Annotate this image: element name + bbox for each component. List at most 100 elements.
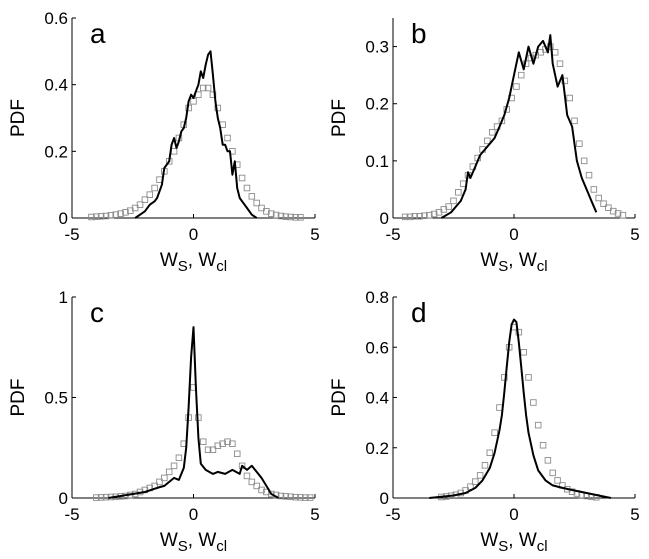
data-point bbox=[88, 213, 95, 221]
data-point bbox=[576, 140, 583, 147]
data-point bbox=[117, 210, 124, 217]
data-point bbox=[199, 438, 207, 445]
model-series-line bbox=[440, 34, 598, 219]
data-point bbox=[568, 488, 576, 495]
data-point bbox=[491, 429, 498, 436]
data-point bbox=[430, 210, 438, 218]
observed-series bbox=[93, 384, 314, 501]
data-point bbox=[544, 457, 552, 464]
data-point bbox=[600, 200, 607, 207]
y-tick-label: 0.4 bbox=[44, 76, 68, 95]
y-tick-label: 0.6 bbox=[44, 9, 68, 28]
data-point bbox=[175, 454, 183, 462]
data-point bbox=[224, 438, 231, 445]
data-point bbox=[455, 189, 462, 196]
data-point bbox=[282, 493, 290, 500]
data-point bbox=[156, 478, 163, 486]
data-point bbox=[614, 210, 622, 217]
data-point bbox=[554, 477, 561, 484]
data-point bbox=[513, 83, 520, 90]
data-point bbox=[297, 214, 304, 221]
model-series-line bbox=[108, 326, 279, 499]
data-point bbox=[496, 404, 503, 411]
y-tick-label: 0.5 bbox=[44, 389, 68, 408]
data-point bbox=[605, 204, 612, 211]
data-point bbox=[258, 486, 265, 494]
y-tick-label: 0 bbox=[380, 209, 389, 228]
data-point bbox=[233, 450, 241, 458]
observed-series bbox=[401, 43, 627, 221]
data-point bbox=[151, 184, 158, 192]
model-series-line bbox=[134, 50, 258, 219]
data-point bbox=[102, 212, 110, 220]
data-point bbox=[297, 494, 304, 501]
data-point bbox=[268, 490, 275, 498]
data-point bbox=[282, 213, 290, 220]
x-axis-label: WS, Wcl bbox=[480, 250, 547, 275]
data-point bbox=[243, 184, 251, 192]
data-point bbox=[161, 474, 168, 482]
data-point bbox=[263, 208, 270, 215]
data-point bbox=[277, 492, 285, 500]
x-tick-label: 5 bbox=[630, 225, 639, 244]
data-point bbox=[107, 212, 115, 219]
data-point bbox=[238, 174, 246, 182]
data-point bbox=[287, 493, 294, 501]
panel-letter: c bbox=[90, 297, 104, 328]
x-tick-label: 5 bbox=[310, 505, 319, 524]
data-point bbox=[401, 213, 409, 221]
data-point bbox=[571, 117, 578, 125]
data-point bbox=[93, 213, 100, 220]
data-point bbox=[306, 494, 314, 501]
y-tick-label: 0.2 bbox=[365, 95, 389, 114]
data-point bbox=[518, 71, 525, 79]
data-point bbox=[530, 399, 537, 406]
data-point bbox=[488, 129, 496, 136]
data-point bbox=[501, 374, 508, 381]
x-axis-label: WS, Wcl bbox=[160, 250, 227, 275]
data-point bbox=[549, 469, 556, 477]
data-point bbox=[253, 199, 260, 207]
y-axis-label: PDF bbox=[8, 379, 29, 417]
y-tick-label: 0 bbox=[59, 209, 68, 228]
y-axis-label: PDF bbox=[8, 99, 29, 137]
x-tick-label: 0 bbox=[509, 225, 518, 244]
y-tick-label: 0.8 bbox=[365, 288, 389, 307]
y-tick-label: 1 bbox=[59, 288, 68, 307]
x-tick-label: -5 bbox=[385, 505, 400, 524]
data-point bbox=[214, 442, 222, 449]
data-point bbox=[287, 213, 294, 221]
data-point bbox=[498, 117, 506, 125]
data-point bbox=[199, 84, 207, 92]
data-point bbox=[248, 478, 256, 486]
x-tick-label: 0 bbox=[189, 225, 198, 244]
data-point bbox=[258, 204, 265, 212]
data-point bbox=[484, 137, 491, 145]
data-point bbox=[204, 84, 212, 92]
x-axis-label: WS, Wcl bbox=[160, 530, 227, 555]
x-tick-label: 5 bbox=[630, 505, 639, 524]
data-point bbox=[486, 449, 494, 457]
data-point bbox=[146, 191, 154, 198]
x-axis-label: WS, Wcl bbox=[480, 530, 547, 555]
y-tick-label: 0.2 bbox=[44, 142, 68, 161]
y-tick-label: 0 bbox=[59, 489, 68, 508]
data-point bbox=[539, 441, 547, 449]
model-series-line bbox=[429, 318, 612, 499]
data-point bbox=[253, 482, 260, 490]
data-point bbox=[292, 214, 299, 221]
data-point bbox=[590, 186, 598, 193]
data-point bbox=[268, 210, 275, 217]
y-axis-label: PDF bbox=[329, 99, 350, 137]
data-point bbox=[426, 211, 433, 219]
panel-letter: d bbox=[411, 297, 427, 328]
data-point bbox=[476, 472, 484, 479]
data-point bbox=[214, 104, 222, 112]
data-point bbox=[556, 60, 564, 67]
data-point bbox=[406, 213, 414, 221]
data-point bbox=[219, 440, 226, 447]
data-point bbox=[112, 211, 119, 218]
